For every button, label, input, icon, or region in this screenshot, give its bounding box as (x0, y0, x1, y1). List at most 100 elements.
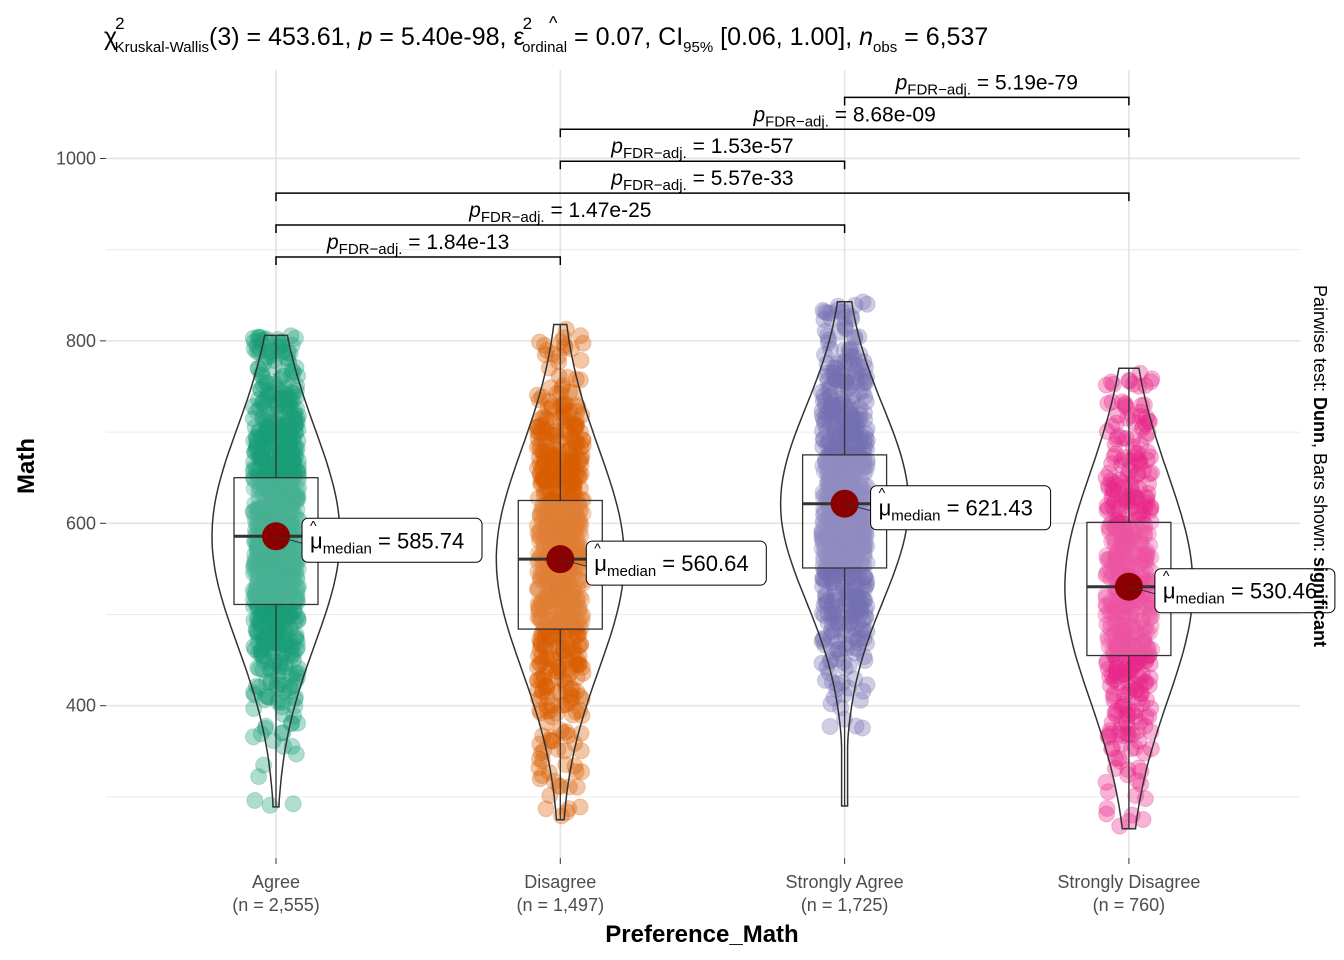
data-point (268, 586, 286, 604)
data-point (278, 431, 296, 449)
data-point (250, 768, 268, 786)
data-point (276, 492, 294, 510)
data-point (282, 495, 300, 513)
data-point (289, 452, 307, 470)
data-point (570, 514, 588, 532)
data-point (554, 595, 572, 613)
data-point (262, 674, 280, 691)
comparison-bracket: pFDR−adj. = 1.84e-13 (275, 231, 562, 265)
data-point (562, 591, 580, 609)
data-point (256, 502, 274, 520)
data-point (540, 518, 558, 536)
data-point (272, 390, 290, 408)
data-point (538, 585, 556, 603)
data-point (245, 556, 263, 574)
data-point (276, 443, 294, 461)
data-point (556, 632, 574, 650)
data-point (849, 634, 867, 652)
data-point (254, 561, 272, 579)
data-point (249, 633, 267, 651)
data-point (550, 471, 568, 488)
data-point (262, 605, 280, 623)
data-point (283, 549, 301, 567)
data-point (539, 487, 557, 505)
data-point (530, 647, 547, 665)
data-point (250, 500, 268, 518)
data-point (249, 569, 267, 587)
data-point (253, 641, 270, 658)
caption: Pairwise test: Dunn, Bars shown: signifi… (1310, 285, 1330, 647)
data-point (263, 478, 281, 496)
data-point (283, 574, 301, 592)
data-point (553, 663, 571, 681)
data-point (264, 554, 282, 572)
data-point (257, 548, 275, 566)
data-point (250, 570, 268, 588)
data-point (534, 432, 552, 450)
data-point (261, 660, 279, 678)
data-point (270, 577, 288, 595)
data-point (287, 629, 305, 647)
data-point (266, 653, 284, 670)
data-point (249, 564, 267, 582)
data-point (285, 562, 303, 580)
data-point (1123, 740, 1140, 758)
data-point (564, 600, 582, 618)
data-point (266, 497, 284, 514)
data-point (572, 451, 590, 468)
data-point (249, 360, 267, 377)
data-point (536, 473, 554, 491)
comparison-label: pFDR−adj. = 5.19e-79 (895, 71, 1078, 98)
data-point (536, 528, 554, 546)
data-point (543, 490, 560, 508)
data-point (813, 422, 831, 440)
data-point (253, 449, 271, 467)
data-point (273, 562, 291, 580)
data-point (285, 406, 303, 424)
data-point (261, 343, 279, 361)
data-point (562, 475, 579, 493)
data-point (564, 633, 582, 651)
data-point (543, 732, 561, 750)
data-point (257, 373, 275, 391)
data-point (250, 564, 268, 582)
data-point (536, 482, 553, 500)
data-point (264, 579, 282, 597)
data-point (249, 551, 267, 569)
data-point (561, 510, 579, 528)
data-point (539, 702, 556, 720)
data-point (544, 450, 562, 467)
data-point (288, 579, 306, 597)
data-point (285, 557, 303, 575)
data-point (287, 446, 305, 464)
data-point (568, 514, 586, 532)
data-point (558, 455, 576, 472)
data-point (283, 488, 301, 506)
data-point (570, 656, 588, 674)
data-point (531, 655, 549, 673)
data-point (250, 482, 268, 500)
data-point (258, 388, 276, 406)
data-point (565, 618, 583, 636)
data-point (266, 582, 284, 600)
data-point (287, 491, 305, 508)
data-point (288, 569, 306, 587)
data-point (265, 595, 283, 613)
data-point (287, 564, 305, 582)
data-point (288, 410, 306, 428)
data-point (250, 610, 268, 628)
data-point (252, 503, 270, 521)
data-point (288, 587, 306, 604)
data-point (541, 464, 559, 482)
data-point (250, 489, 268, 507)
data-point (268, 618, 286, 635)
y-tick-label: 800 (66, 331, 96, 351)
data-point (277, 546, 295, 564)
data-point (270, 471, 288, 489)
data-point (541, 650, 559, 668)
data-point (283, 647, 301, 665)
data-point (246, 495, 264, 513)
data-point (277, 555, 295, 573)
data-point (285, 409, 303, 427)
data-point (538, 697, 556, 715)
